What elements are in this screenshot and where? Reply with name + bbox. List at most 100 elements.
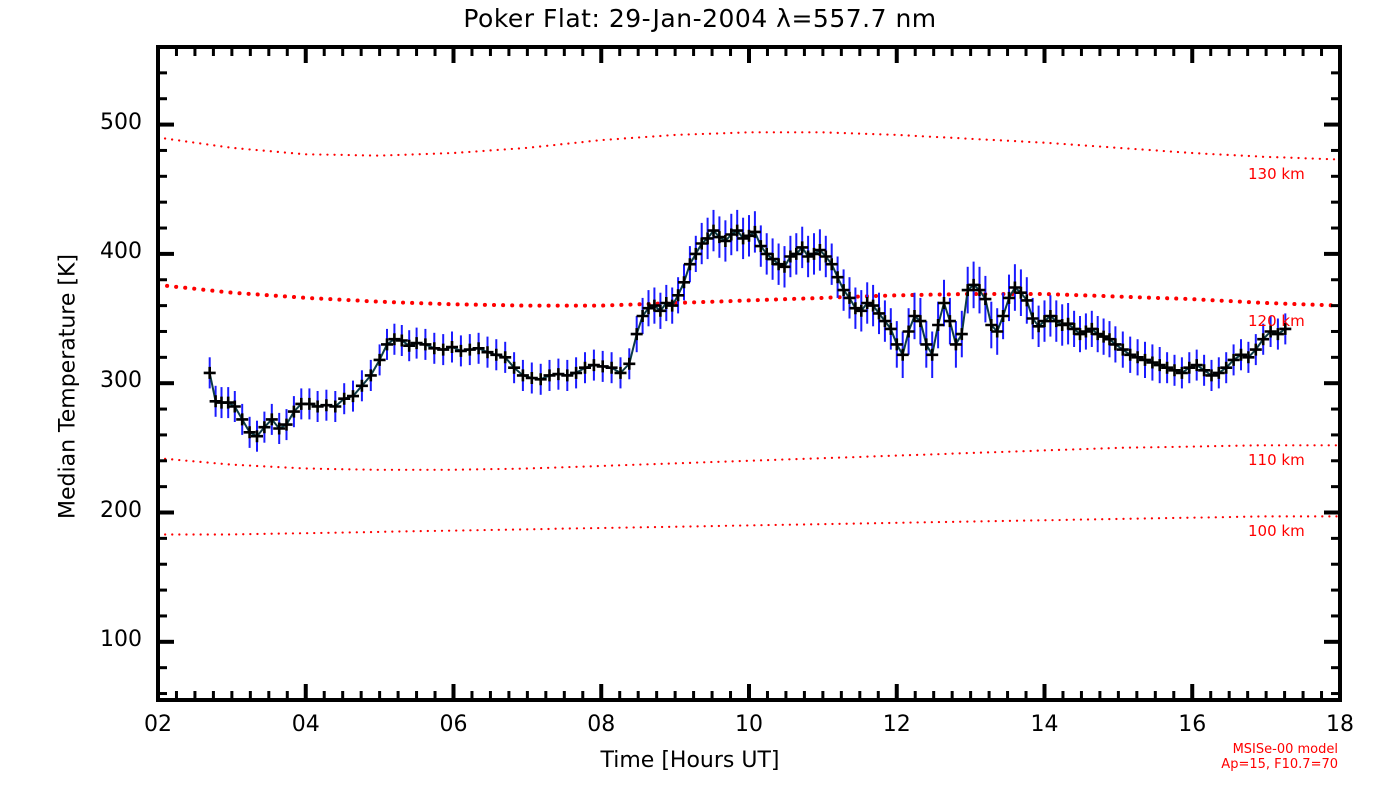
data-point-marker — [932, 319, 945, 331]
data-point-marker — [943, 315, 956, 328]
axis-frame — [156, 45, 1342, 702]
x-tick-label: 18 — [1326, 712, 1354, 737]
data-point-marker — [1161, 361, 1174, 374]
data-point-marker — [347, 390, 359, 403]
data-point-marker — [660, 297, 673, 309]
x-tick-label: 04 — [291, 712, 320, 737]
data-point-marker — [683, 258, 696, 271]
data-point-marker — [1109, 338, 1122, 351]
data-point-marker — [419, 338, 432, 351]
data-point-marker — [672, 289, 685, 302]
data-point-marker — [1205, 369, 1218, 382]
data-point-marker — [395, 334, 408, 347]
data-point-marker — [614, 366, 627, 379]
data-point-marker — [991, 325, 1004, 338]
data-point-marker — [280, 418, 293, 431]
data-point-marker — [636, 310, 649, 322]
data-point-marker — [997, 310, 1010, 322]
data-point-marker — [228, 400, 241, 413]
data-point-marker — [849, 302, 862, 315]
data-point-marker — [979, 293, 992, 306]
data-point-marker — [1003, 291, 1015, 304]
data-point-marker — [258, 421, 271, 434]
data-point-marker — [878, 315, 891, 328]
data-point-marker — [516, 369, 529, 382]
data-point-marker — [203, 366, 216, 379]
data-point-marker — [1227, 353, 1240, 366]
data-point-marker — [1026, 312, 1039, 325]
y-tick-label: 400 — [100, 238, 142, 264]
data-point-marker — [701, 232, 714, 245]
data-point-marker — [955, 328, 968, 341]
x-tick-label: 02 — [144, 712, 172, 737]
data-point-marker — [1198, 364, 1211, 377]
data-point-marker — [731, 224, 744, 237]
x-axis-title: Time [Hours UT] — [600, 748, 780, 773]
altitude-label-100-km: 100 km — [1248, 522, 1305, 541]
data-point-marker — [499, 351, 512, 364]
x-tick-label: 08 — [587, 712, 616, 737]
x-tick-label: 14 — [1030, 712, 1059, 737]
model-curve-100-km — [156, 515, 1342, 536]
x-tick-label: 06 — [439, 712, 468, 737]
altitude-label-130-km: 130 km — [1248, 165, 1305, 184]
data-point-marker — [1242, 351, 1255, 364]
data-point-marker — [819, 250, 832, 263]
model-name-text: MSISe-00 model — [1232, 742, 1338, 757]
data-point-marker — [678, 276, 690, 289]
data-point-marker — [796, 241, 809, 254]
data-point-marker — [1097, 330, 1110, 343]
data-point-marker — [364, 369, 377, 382]
data-point-marker — [605, 361, 618, 374]
data-point-marker — [1020, 294, 1033, 307]
data-point-marker — [1131, 351, 1144, 364]
data-point-marker — [273, 422, 286, 435]
data-point-marker — [1257, 333, 1270, 346]
data-point-marker — [446, 341, 458, 353]
data-point-marker — [802, 250, 815, 263]
data-point-marker — [914, 315, 927, 328]
data-point-marker — [843, 291, 856, 304]
data-point-marker — [873, 307, 885, 320]
altitude-label-110-km: 110 km — [1248, 451, 1305, 470]
data-point-marker — [926, 348, 939, 361]
data-point-marker — [472, 342, 485, 355]
y-tick-label: 100 — [100, 626, 142, 652]
data-point-marker — [1220, 361, 1233, 374]
data-point-marker — [719, 235, 732, 247]
x-tick-label: 10 — [735, 712, 763, 737]
data-point-marker — [896, 348, 909, 361]
data-point-marker — [1116, 343, 1129, 356]
data-point-marker — [490, 348, 503, 361]
data-point-marker — [1079, 325, 1092, 338]
data-point-marker — [303, 397, 316, 410]
data-point-marker — [642, 302, 655, 315]
data-point-marker — [707, 224, 720, 237]
data-markers-group — [204, 225, 1292, 443]
x-tick-label: 12 — [882, 712, 911, 737]
data-point-marker — [236, 413, 249, 426]
data-point-marker — [1153, 359, 1166, 372]
data-point-marker — [831, 271, 844, 284]
data-point-marker — [630, 328, 643, 341]
data-point-marker — [890, 338, 903, 351]
error-bars-group — [208, 209, 1287, 452]
data-point-marker — [666, 299, 679, 312]
data-point-marker — [689, 247, 702, 260]
data-point-marker — [825, 258, 838, 271]
y-tick-label: 300 — [100, 368, 142, 394]
data-point-marker — [737, 232, 750, 245]
y-tick-label: 200 — [100, 497, 142, 523]
data-point-marker — [654, 304, 667, 317]
data-point-marker — [338, 392, 351, 405]
model-curve-120-km — [156, 282, 1342, 308]
data-point-marker — [884, 322, 897, 335]
data-point-marker — [748, 225, 761, 238]
data-point-marker — [754, 240, 767, 253]
data-point-marker — [1175, 366, 1188, 379]
data-point-marker — [534, 373, 547, 386]
data-point-marker — [437, 343, 450, 356]
model-curve-130-km — [156, 131, 1342, 161]
data-point-marker — [902, 325, 915, 338]
